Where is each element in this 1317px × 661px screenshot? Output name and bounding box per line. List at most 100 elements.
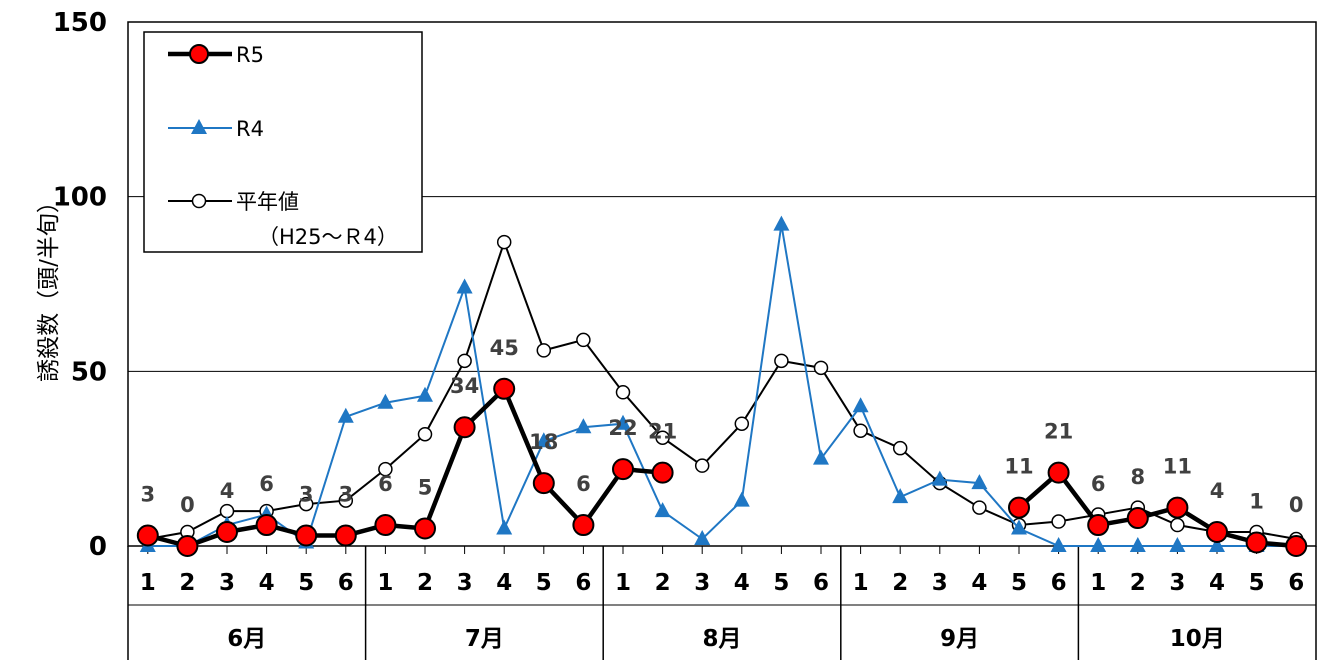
point-heinen — [576, 332, 591, 348]
point-r4 — [1129, 537, 1146, 552]
x-tick-label: 4 — [1209, 570, 1225, 596]
point-heinen — [219, 503, 235, 519]
point-r4 — [1209, 537, 1225, 552]
point-heinen — [417, 426, 433, 442]
x-axis: 1 2 3 4 5 6 1 2 3 4 5 6 1 2 3 4 5 6 1 2 3 4 5 6 1 2 3 4 5 66月 7月 8月 9月 10… — [127, 546, 1317, 660]
data-label: 11 — [1163, 455, 1192, 479]
point-r4 — [456, 278, 473, 294]
x-tick-label: 1 — [615, 570, 631, 596]
x-tick-label: 5 — [536, 570, 552, 596]
point-heinen — [694, 458, 710, 473]
point-r5 — [493, 377, 516, 400]
point-r5 — [651, 461, 674, 484]
x-tick-label: 6 — [338, 570, 354, 596]
point-r5 — [1126, 507, 1149, 530]
legend-label-heinen-period: （H25～Ｒ4） — [258, 225, 398, 249]
data-label: 0 — [1289, 493, 1304, 517]
point-r5 — [414, 517, 436, 540]
x-tick-label: 2 — [892, 570, 908, 596]
point-r4 — [931, 470, 948, 486]
data-label: 21 — [648, 420, 677, 444]
point-heinen — [457, 353, 472, 369]
legend-marker-r5 — [189, 44, 209, 64]
point-heinen — [378, 461, 393, 477]
data-label: 6 — [259, 472, 274, 496]
series-line-r4 — [147, 224, 1297, 547]
point-heinen — [892, 440, 908, 456]
series-layer — [136, 215, 1308, 557]
data-label: 3 — [140, 483, 155, 507]
x-tick-label: 3 — [1169, 570, 1185, 596]
x-tick-label: 2 — [179, 570, 195, 596]
point-r4 — [654, 502, 671, 518]
x-tick-label: 1 — [1090, 570, 1106, 596]
legend-marker-r4 — [191, 119, 207, 134]
point-heinen — [615, 385, 631, 400]
point-heinen — [972, 500, 987, 515]
x-tick-label: 3 — [219, 570, 235, 596]
point-r5 — [1087, 514, 1110, 537]
point-r4 — [496, 519, 513, 535]
point-r5 — [334, 524, 357, 547]
point-r4 — [1090, 537, 1107, 552]
x-tick-label: 5 — [1011, 570, 1027, 596]
plot-frame — [127, 21, 1317, 547]
point-heinen — [536, 343, 552, 358]
data-label: 18 — [529, 430, 558, 454]
data-label: 4 — [1210, 479, 1225, 503]
point-r5 — [1285, 535, 1308, 557]
x-tick-label: 5 — [298, 570, 314, 596]
point-r4 — [1050, 537, 1067, 552]
point-r4 — [1169, 537, 1186, 552]
y-tick-label: 150 — [53, 8, 107, 38]
point-r5 — [176, 535, 199, 557]
x-tick-label: 1 — [853, 570, 869, 596]
x-tick-label: 2 — [417, 570, 433, 596]
x-tick-label: 2 — [655, 570, 671, 596]
x-tick-label: 6 — [1051, 570, 1067, 596]
legend: R5 R4 平年値 （H25～Ｒ4） — [143, 31, 423, 253]
point-r4 — [575, 418, 592, 434]
point-r4 — [694, 530, 711, 546]
point-r4 — [852, 397, 869, 413]
data-label: 0 — [180, 493, 195, 517]
point-r5 — [1245, 531, 1268, 554]
month-label: 6月 — [227, 626, 266, 652]
x-tick-label: 2 — [1130, 570, 1146, 596]
month-label: 8月 — [702, 626, 741, 652]
x-tick-label: 4 — [971, 570, 987, 596]
point-r4 — [535, 432, 552, 448]
data-label: 3 — [299, 483, 314, 507]
point-heinen — [1051, 514, 1066, 529]
month-label: 10月 — [1170, 626, 1225, 652]
data-label: 6 — [576, 472, 591, 496]
point-heinen — [496, 234, 512, 250]
data-label: 1 — [1249, 490, 1264, 514]
point-r5 — [295, 524, 318, 547]
x-tick-label: 6 — [1288, 570, 1304, 596]
x-tick-label: 4 — [734, 570, 750, 596]
data-label: 3 — [338, 483, 353, 507]
point-r4 — [615, 414, 631, 430]
data-label: 45 — [490, 336, 519, 360]
point-heinen — [853, 423, 868, 438]
point-r4 — [417, 386, 433, 402]
month-label: 9月 — [940, 626, 979, 652]
data-label: 6 — [1091, 472, 1106, 496]
point-r4 — [1011, 519, 1027, 535]
point-r4 — [773, 215, 790, 231]
legend-box — [143, 31, 423, 253]
legend-label-r4: R4 — [236, 117, 264, 141]
x-tick-label: 1 — [140, 570, 156, 596]
data-label: 21 — [1044, 420, 1073, 444]
point-heinen — [774, 353, 789, 369]
point-r4 — [337, 407, 354, 423]
data-label: 5 — [418, 476, 433, 500]
data-label: 8 — [1130, 465, 1145, 489]
x-tick-label: 5 — [1249, 570, 1265, 596]
y-tick-label: 100 — [53, 183, 107, 213]
point-r5 — [374, 514, 397, 537]
point-r5 — [1166, 496, 1189, 519]
